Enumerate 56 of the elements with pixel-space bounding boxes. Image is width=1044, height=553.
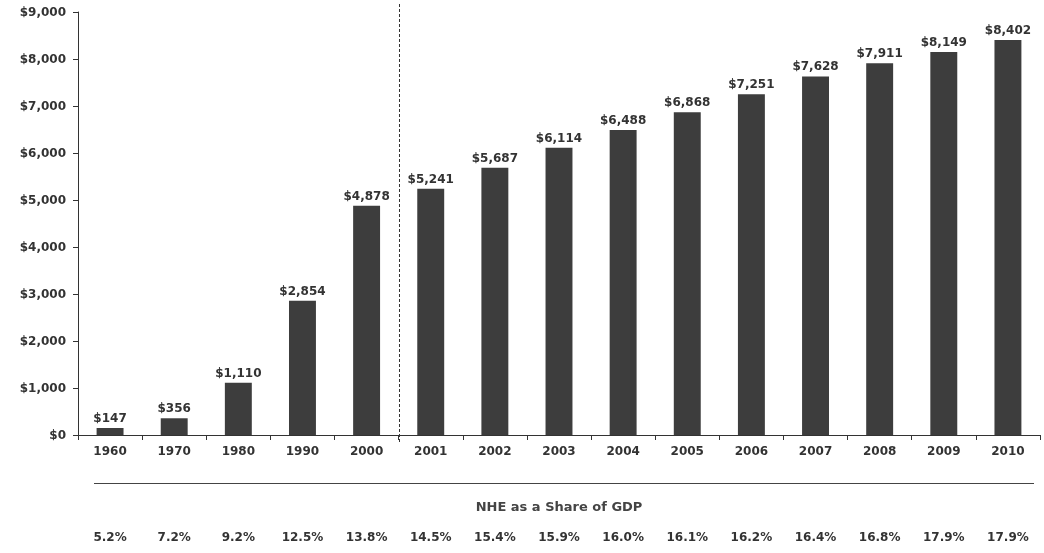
x-tick-label: 1960 xyxy=(93,444,127,458)
x-tick-label: 2009 xyxy=(927,444,961,458)
data-label: $1,110 xyxy=(215,365,262,380)
y-tick-label: $7,000 xyxy=(19,99,66,113)
data-label: $7,251 xyxy=(728,77,775,92)
data-label: $8,149 xyxy=(920,35,967,49)
text: 17.9% xyxy=(987,530,1029,544)
data-label: $2,854 xyxy=(279,283,326,298)
text: 12.5% xyxy=(281,530,324,544)
data-label: $5,241 xyxy=(407,171,454,186)
x-tick-label: 2001 xyxy=(414,444,448,458)
data-label: $356 xyxy=(157,401,191,416)
x-tick-label: 2003 xyxy=(542,444,576,458)
data-label: $7,911 xyxy=(856,46,903,61)
y-tick-label: $2,000 xyxy=(19,334,66,348)
y-tick-label: $3,000 xyxy=(19,287,66,301)
y-tick-label: $8,000 xyxy=(19,52,66,66)
x-tick-label: 2002 xyxy=(478,444,512,458)
x-tick-label: 2010 xyxy=(991,444,1025,458)
text: 16.4% xyxy=(794,530,837,544)
data-label: $7,628 xyxy=(792,59,839,74)
text: 16.8% xyxy=(858,530,901,544)
x-tick-label: 2005 xyxy=(670,444,704,458)
x-tick-label: 2004 xyxy=(606,444,640,458)
text: 16.0% xyxy=(602,530,644,544)
data-label: $6,868 xyxy=(664,95,711,110)
y-tick-label: $9,000 xyxy=(19,5,66,19)
x-tick-label: 2007 xyxy=(798,444,833,458)
y-tick-label: $1,000 xyxy=(19,381,66,395)
x-tick-label: 1980 xyxy=(221,444,256,458)
x-tick-label: 2008 xyxy=(862,444,897,458)
x-tick-label: 2006 xyxy=(734,444,769,458)
y-tick-label: $4,000 xyxy=(19,240,66,254)
text: 15.4% xyxy=(474,530,516,544)
data-label: $147 xyxy=(93,411,127,426)
text: 15.9% xyxy=(538,530,580,544)
y-tick-label: $5,000 xyxy=(19,193,66,207)
text: 5.2% xyxy=(93,530,127,544)
text: 9.2% xyxy=(221,530,255,544)
text: NHE as a Share of GDP xyxy=(475,498,643,514)
text: 14.5% xyxy=(409,530,452,544)
data-label: $5,687 xyxy=(471,150,519,165)
text: 13.8% xyxy=(345,530,388,544)
y-tick-label: $6,000 xyxy=(19,146,66,160)
text: 16.2% xyxy=(730,530,773,544)
data-label: $4,878 xyxy=(343,188,390,203)
data-label: $6,488 xyxy=(599,113,647,128)
y-tick-label: $0 xyxy=(49,428,66,442)
text: 16.1% xyxy=(666,530,709,544)
data-label: $6,114 xyxy=(535,130,583,145)
x-tick-label: 2000 xyxy=(349,444,384,458)
x-tick-label: 1970 xyxy=(157,444,191,458)
data-label: $8,402 xyxy=(984,23,1032,38)
text: 7.2% xyxy=(157,530,191,544)
text: 17.9% xyxy=(922,530,965,544)
x-tick-label: 1990 xyxy=(285,444,320,458)
